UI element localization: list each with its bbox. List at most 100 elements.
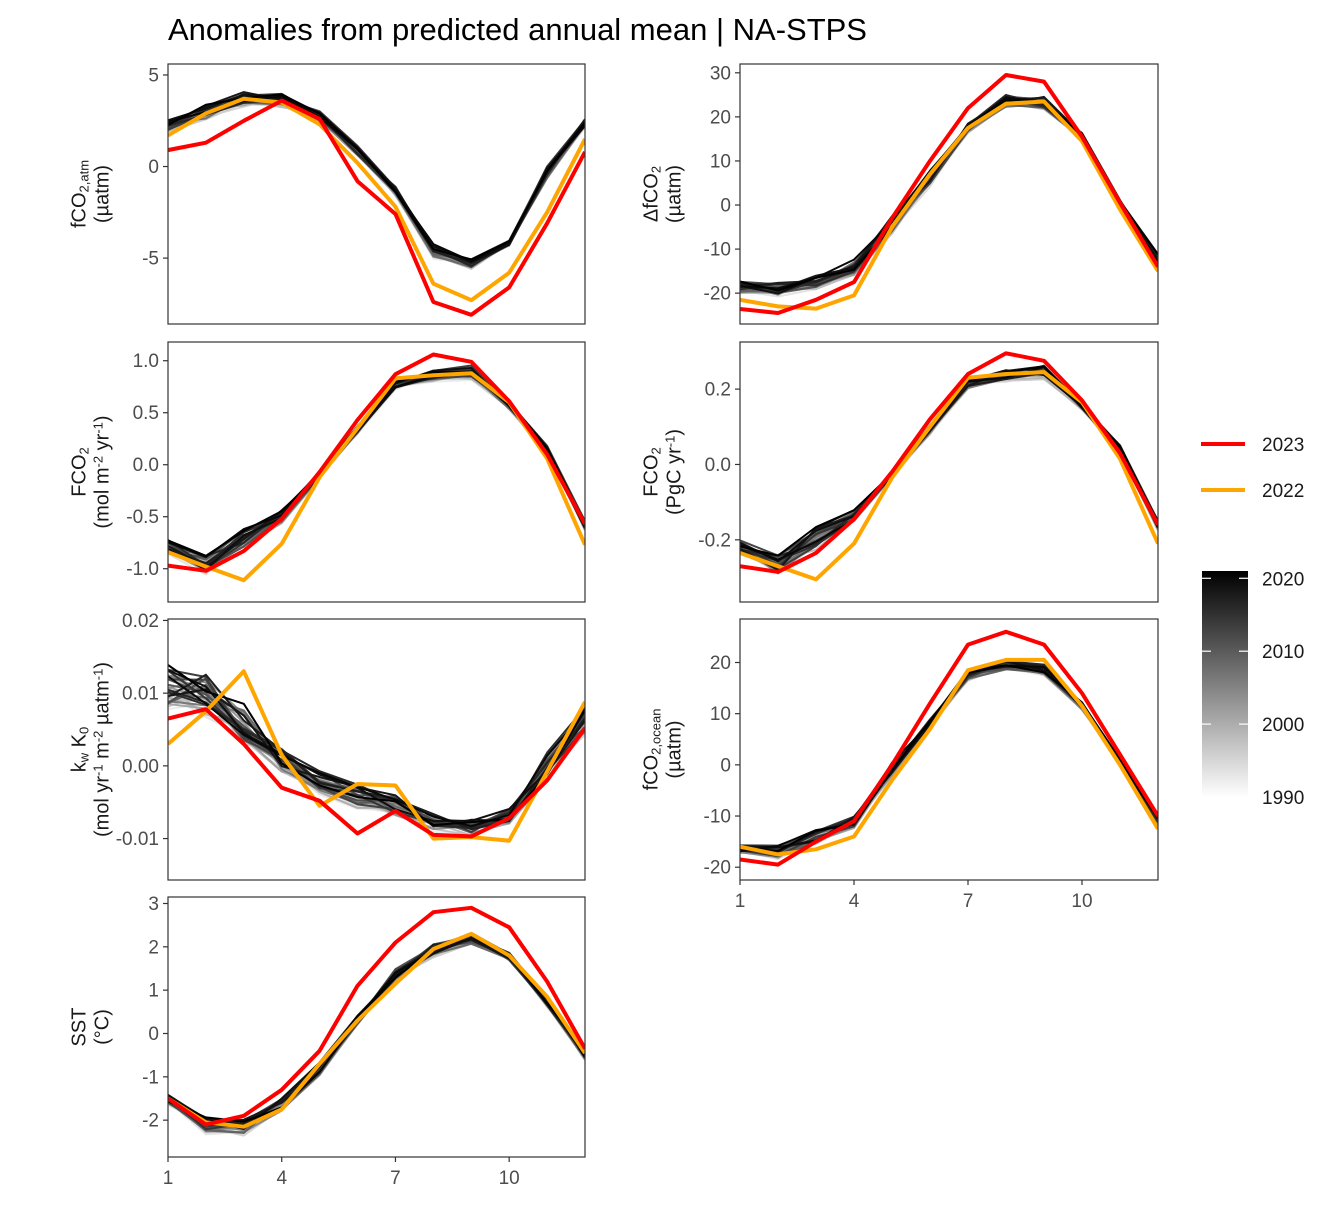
chart-title: Anomalies from predicted annual mean | N…: [168, 12, 867, 47]
year-line-2015: [740, 661, 1158, 853]
year-line-2019: [740, 96, 1158, 295]
year-line-2009: [740, 662, 1158, 857]
year-line-2005: [168, 95, 585, 266]
y-axis-label-line: ΔfCO2: [641, 166, 664, 222]
year-line-2004: [168, 96, 585, 265]
x-tick-label: 1: [163, 1168, 174, 1189]
y-tick-label: 3: [148, 894, 159, 915]
year-line-2010: [740, 95, 1158, 294]
year-line-2021: [168, 93, 585, 261]
y-tick-label: 10: [710, 151, 731, 172]
series-line-2023: [168, 352, 585, 573]
y-tick-label: 20: [710, 107, 731, 128]
year-line-1999: [740, 662, 1158, 857]
y-axis-label: fCO2,ocean (µatm): [641, 709, 686, 791]
y-axis-label: ΔfCO2 (µatm): [641, 165, 686, 223]
year-line-2014: [740, 93, 1158, 294]
year-line-2006: [168, 95, 585, 267]
year-line-2016: [740, 94, 1158, 286]
colorbar-label: 2010: [1262, 642, 1304, 663]
y-tick-label: 2: [148, 937, 159, 958]
legend-colorbar: [1202, 571, 1248, 797]
y-tick-label: -1.0: [126, 559, 159, 580]
y-axis-label: kw K0(mol yr-1 m-2 µatm-1): [69, 662, 114, 837]
x-tick-label: 1: [735, 891, 746, 912]
year-line-1999: [168, 93, 585, 263]
y-tick-label: -20: [704, 284, 731, 305]
panel-border: [739, 341, 1159, 603]
panel-border: [167, 341, 586, 603]
legend-label-2022: 2022: [1262, 481, 1304, 502]
y-axis-label-line: kw K0: [69, 727, 92, 773]
year-line-2012: [740, 97, 1158, 286]
series-line-2023: [168, 98, 585, 317]
y-tick-label: 20: [710, 653, 731, 674]
year-line-2010: [168, 95, 585, 265]
series-lines: [168, 664, 585, 843]
year-line-2020: [740, 97, 1158, 290]
y-axis-label-line: FCO2: [641, 447, 664, 496]
year-line-2018: [740, 665, 1158, 852]
year-line-2007: [740, 95, 1158, 291]
year-line-2007: [168, 94, 585, 269]
series-lines: [168, 91, 585, 317]
year-line-2013: [740, 661, 1158, 858]
colorbar-label: 2020: [1262, 569, 1304, 590]
year-line-1997: [740, 101, 1158, 293]
y-tick-label: 30: [710, 63, 731, 84]
panel-border: [167, 63, 586, 325]
colorbar-label: 2000: [1262, 715, 1304, 736]
year-line-2017: [740, 95, 1158, 289]
year-line-2003: [740, 96, 1158, 295]
y-axis-label-line: SST: [69, 1008, 91, 1047]
year-line-1997: [740, 662, 1158, 855]
panel-fco2-pgc: 0.2 0.0 -0.2 FCO2 (PgC yr-1): [641, 341, 1159, 603]
y-tick-label: -1: [142, 1067, 159, 1088]
year-line-1995: [740, 100, 1158, 290]
y-tick-label: -0.5: [126, 507, 159, 528]
year-line-2011: [740, 97, 1158, 289]
y-tick-label: 0.0: [133, 455, 159, 476]
y-axis-label: SST (°C): [69, 1008, 114, 1047]
y-tick-label: -5: [142, 249, 159, 270]
series-lines: [740, 629, 1158, 867]
series-line-2022: [740, 99, 1158, 311]
y-tick-label: -20: [704, 858, 731, 879]
panel-border: [167, 896, 586, 1158]
panel-fco2-mol: 1.0 0.5 0.0 -0.5 -1.0 FCO2(mol m-2 yr-1): [69, 341, 586, 603]
year-line-2011: [168, 97, 585, 263]
year-line-2017: [740, 660, 1158, 854]
year-line-2020: [168, 95, 585, 263]
y-tick-label: 0: [148, 1024, 159, 1045]
y-axis-label: FCO2 (PgC yr-1): [641, 429, 686, 515]
year-line-2005: [740, 661, 1158, 849]
year-line-1993: [740, 663, 1158, 857]
year-line-2014: [740, 659, 1158, 847]
y-axis-label-line: FCO2: [69, 447, 92, 496]
y-tick-label: 5: [148, 65, 159, 86]
year-line-2001: [168, 96, 585, 264]
y-axis-label-line: (µatm): [92, 165, 114, 223]
y-axis-label-line: fCO2,atm: [69, 160, 92, 228]
year-line-2002: [740, 99, 1158, 289]
year-line-2012: [168, 96, 585, 263]
year-line-2000: [740, 661, 1158, 849]
year-line-2000: [168, 94, 585, 264]
series-lines: [740, 351, 1158, 582]
legend: 2023 2022 2020 2010 2000 1990: [1201, 435, 1304, 809]
y-tick-label: 0.2: [705, 380, 731, 401]
year-line-2015: [740, 94, 1158, 291]
panel-border: [739, 618, 1159, 881]
series-line-2022: [168, 931, 585, 1129]
panel-border: [739, 63, 1159, 325]
year-line-2011: [740, 660, 1158, 852]
colorbar-label: 1990: [1262, 788, 1304, 809]
legend-label-2023: 2023: [1262, 435, 1304, 456]
series-lines: [740, 73, 1158, 315]
y-axis-label-line: (µatm): [664, 165, 686, 223]
y-tick-label: -10: [704, 240, 731, 261]
y-tick-label: 10: [710, 704, 731, 725]
y-tick-label: 0.0: [705, 455, 731, 476]
year-line-1998: [168, 94, 585, 268]
